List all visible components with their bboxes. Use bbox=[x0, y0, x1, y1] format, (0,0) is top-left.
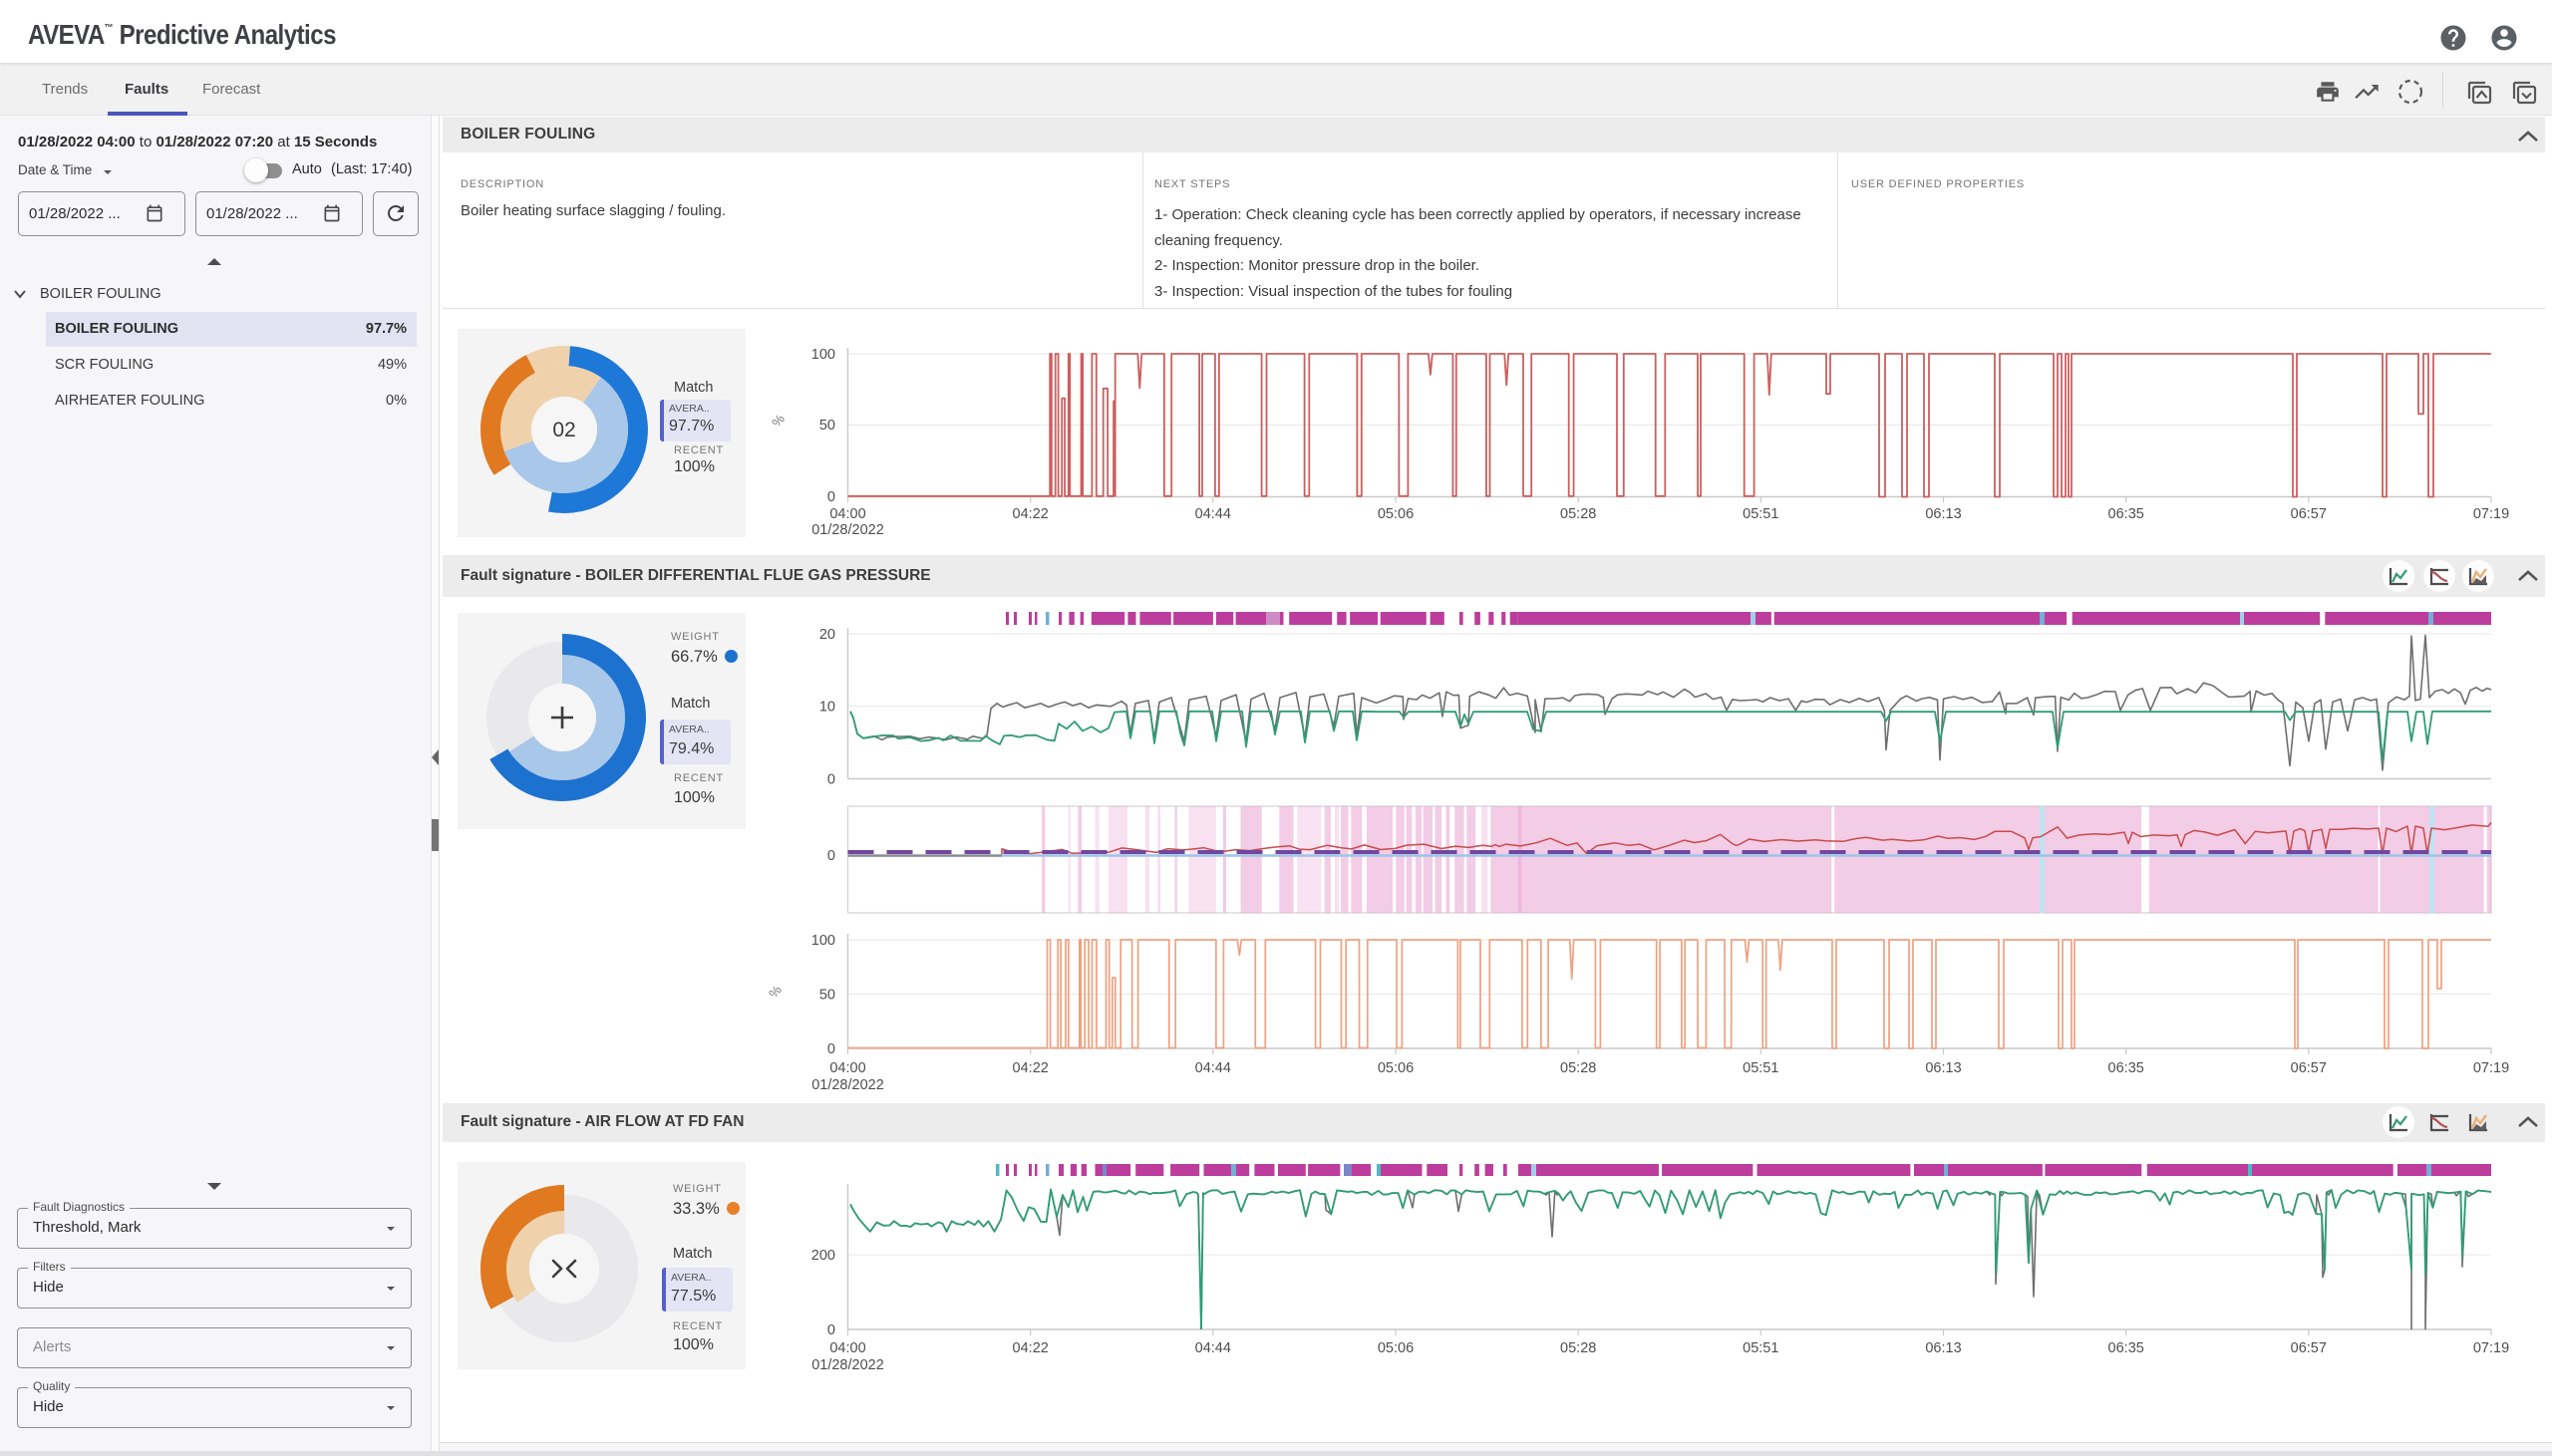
svg-text:04:44: 04:44 bbox=[1195, 1060, 1231, 1076]
svg-text:06:35: 06:35 bbox=[2108, 1060, 2144, 1076]
svg-text:0: 0 bbox=[827, 489, 835, 505]
svg-text:04:22: 04:22 bbox=[1013, 1060, 1049, 1076]
svg-text:04:00: 04:00 bbox=[829, 506, 865, 522]
svg-text:100: 100 bbox=[811, 933, 835, 949]
svg-text:04:22: 04:22 bbox=[1013, 506, 1049, 522]
svg-text:01/28/2022: 01/28/2022 bbox=[811, 1357, 884, 1373]
svg-text:06:13: 06:13 bbox=[1925, 506, 1961, 522]
svg-text:05:28: 05:28 bbox=[1560, 1340, 1596, 1356]
svg-text:06:57: 06:57 bbox=[2291, 506, 2327, 522]
svg-text:01/28/2022: 01/28/2022 bbox=[811, 522, 884, 538]
svg-text:20: 20 bbox=[819, 627, 835, 643]
svg-text:07:19: 07:19 bbox=[2473, 1340, 2509, 1356]
svg-text:0: 0 bbox=[827, 848, 835, 864]
svg-text:06:35: 06:35 bbox=[2108, 1340, 2144, 1356]
svg-text:05:51: 05:51 bbox=[1743, 1060, 1778, 1076]
svg-text:06:57: 06:57 bbox=[2291, 1060, 2327, 1076]
svg-text:04:22: 04:22 bbox=[1013, 1340, 1049, 1356]
svg-text:05:51: 05:51 bbox=[1743, 1340, 1778, 1356]
svg-text:0: 0 bbox=[827, 1041, 835, 1057]
svg-text:07:19: 07:19 bbox=[2473, 1060, 2509, 1076]
svg-text:05:28: 05:28 bbox=[1560, 1060, 1596, 1076]
svg-text:06:13: 06:13 bbox=[1925, 1060, 1961, 1076]
svg-text:10: 10 bbox=[819, 700, 835, 716]
svg-text:06:13: 06:13 bbox=[1925, 1340, 1961, 1356]
svg-text:05:51: 05:51 bbox=[1743, 506, 1778, 522]
svg-text:02: 02 bbox=[552, 419, 575, 441]
svg-text:01/28/2022: 01/28/2022 bbox=[811, 1077, 884, 1093]
svg-text:04:44: 04:44 bbox=[1195, 1340, 1231, 1356]
svg-text:200: 200 bbox=[811, 1248, 835, 1264]
svg-text:05:06: 05:06 bbox=[1378, 1060, 1414, 1076]
svg-text:50: 50 bbox=[819, 988, 835, 1004]
svg-text:05:06: 05:06 bbox=[1378, 1340, 1414, 1356]
svg-text:%: % bbox=[766, 982, 785, 1001]
svg-text:%: % bbox=[769, 411, 788, 430]
svg-text:07:19: 07:19 bbox=[2473, 506, 2509, 522]
svg-text:100: 100 bbox=[811, 347, 835, 363]
svg-text:06:35: 06:35 bbox=[2108, 506, 2144, 522]
svg-text:04:44: 04:44 bbox=[1195, 506, 1231, 522]
svg-text:06:57: 06:57 bbox=[2291, 1340, 2327, 1356]
svg-text:0: 0 bbox=[827, 772, 835, 788]
svg-text:04:00: 04:00 bbox=[829, 1340, 865, 1356]
svg-text:05:28: 05:28 bbox=[1560, 506, 1596, 522]
svg-text:05:06: 05:06 bbox=[1378, 506, 1414, 522]
svg-text:04:00: 04:00 bbox=[829, 1060, 865, 1076]
svg-text:0: 0 bbox=[827, 1322, 835, 1338]
svg-text:50: 50 bbox=[819, 418, 835, 434]
